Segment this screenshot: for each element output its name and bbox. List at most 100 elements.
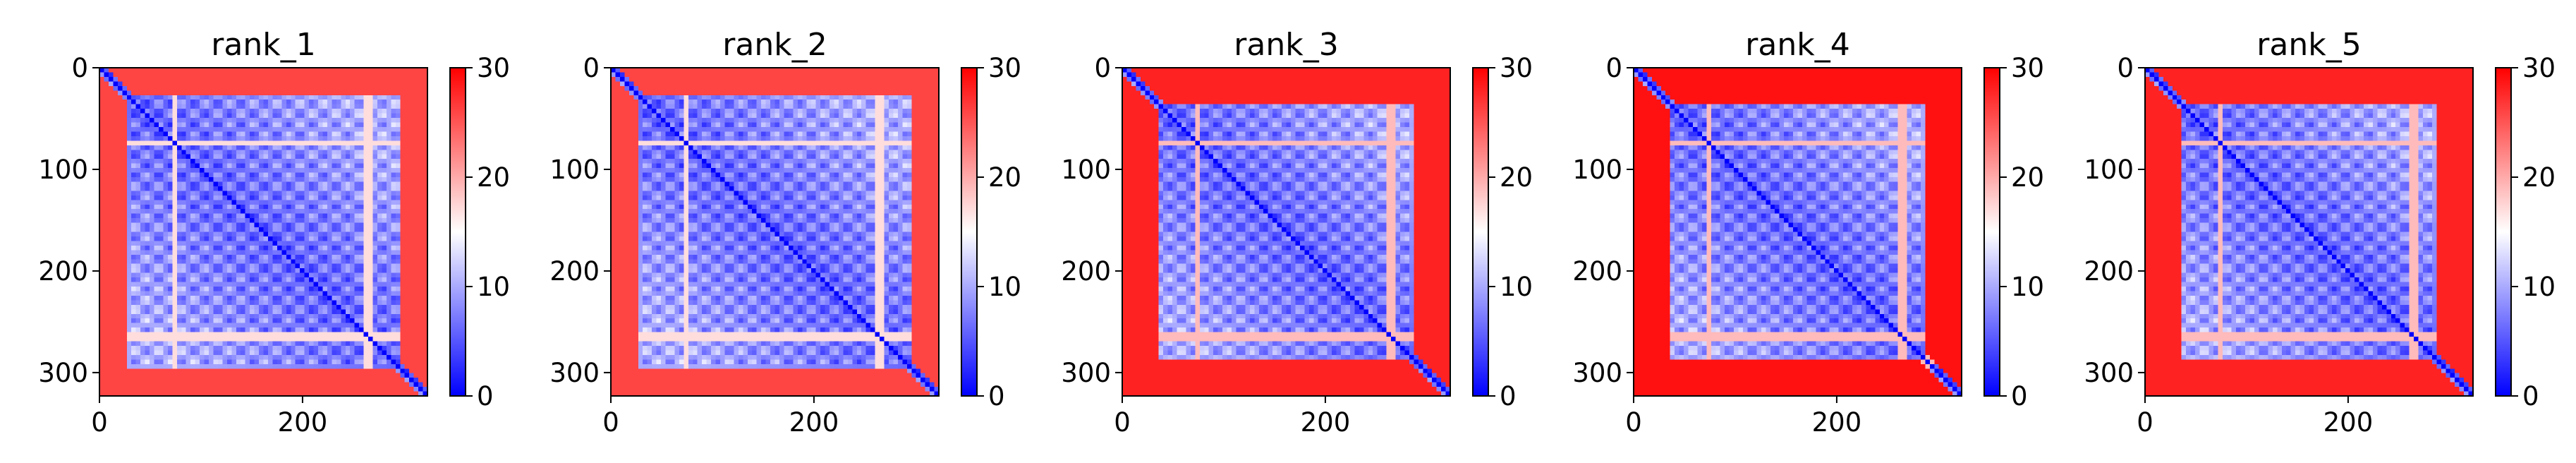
heatmap-cell: [272, 172, 278, 178]
heatmap-cell: [313, 195, 319, 200]
heatmap-cell: [295, 68, 300, 73]
heatmap-cell: [122, 76, 128, 82]
heatmap-cell: [131, 341, 137, 347]
heatmap-cell: [350, 136, 356, 141]
heatmap-cell: [345, 227, 351, 233]
heatmap-cell: [318, 222, 324, 228]
heatmap-cell: [263, 363, 269, 369]
heatmap-cell: [195, 309, 200, 315]
heatmap-cell: [281, 254, 287, 260]
heatmap-cell: [245, 122, 250, 128]
heatmap-cell: [327, 227, 332, 233]
heatmap-cell: [140, 354, 146, 360]
heatmap-cell: [250, 204, 255, 210]
heatmap-cell: [354, 131, 360, 137]
heatmap-cell: [135, 259, 141, 265]
heatmap-cell: [404, 378, 410, 383]
heatmap-cell: [122, 72, 128, 78]
heatmap-cell: [350, 227, 356, 233]
heatmap-cell: [359, 341, 365, 347]
heatmap-cell: [409, 363, 415, 369]
heatmap-cell: [254, 213, 260, 219]
heatmap-cell: [336, 209, 341, 215]
heatmap-cell: [222, 350, 228, 356]
heatmap-cell: [322, 259, 328, 265]
heatmap-cell: [254, 263, 260, 269]
heatmap-cell: [113, 118, 119, 124]
heatmap-cell: [377, 272, 383, 278]
heatmap-cell: [176, 85, 182, 91]
heatmap-cell: [359, 259, 365, 265]
heatmap-cell: [272, 222, 278, 228]
heatmap-cell: [150, 104, 155, 109]
heatmap-cell: [336, 195, 341, 200]
heatmap-cell: [181, 363, 187, 369]
heatmap-cell: [332, 345, 337, 351]
heatmap-cell: [200, 341, 205, 347]
heatmap-cell: [126, 122, 132, 128]
heatmap-cell: [236, 363, 241, 369]
heatmap-cell: [423, 104, 428, 109]
heatmap-cell: [272, 168, 278, 174]
heatmap-cell: [386, 318, 391, 324]
heatmap-cell: [382, 368, 387, 374]
heatmap-cell: [350, 90, 356, 96]
heatmap-cell: [113, 131, 119, 137]
heatmap-cell: [327, 136, 332, 141]
heatmap-cell: [172, 277, 178, 283]
heatmap-cell: [172, 304, 178, 310]
heatmap-cell: [241, 318, 246, 324]
heatmap-cell: [190, 354, 196, 360]
heatmap-cell: [222, 145, 228, 150]
heatmap-cell: [108, 172, 114, 178]
heatmap-cell: [345, 177, 351, 183]
heatmap-cell: [217, 159, 223, 164]
heatmap-cell: [277, 313, 282, 319]
heatmap-cell: [309, 232, 315, 237]
heatmap-cell: [172, 245, 178, 251]
heatmap-cell: [181, 236, 187, 242]
heatmap-cell: [413, 168, 419, 174]
heatmap-cell: [295, 354, 300, 360]
heatmap-cell: [254, 304, 260, 310]
heatmap-cell: [332, 113, 337, 119]
heatmap-cell: [172, 291, 178, 296]
heatmap-cell: [341, 309, 346, 315]
heatmap-cell: [190, 163, 196, 169]
heatmap-cell: [172, 222, 178, 228]
heatmap-cell: [195, 277, 200, 283]
heatmap-cell: [341, 277, 346, 283]
heatmap-cell: [386, 295, 391, 301]
heatmap-cell: [145, 250, 150, 255]
heatmap-cell: [176, 277, 182, 283]
heatmap-cell: [313, 122, 319, 128]
heatmap-cell: [368, 236, 374, 242]
heatmap-cell: [359, 363, 365, 369]
heatmap-cell: [400, 186, 406, 191]
heatmap-cell: [176, 378, 182, 383]
heatmap-cell: [236, 368, 241, 374]
heatmap-cell: [135, 109, 141, 114]
heatmap-cell: [327, 76, 332, 82]
heatmap-cell: [117, 172, 123, 178]
heatmap-cell: [382, 100, 387, 105]
heatmap-cell: [341, 345, 346, 351]
heatmap-cell: [135, 104, 141, 109]
heatmap-cell: [245, 168, 250, 174]
heatmap-cell: [259, 177, 265, 183]
heatmap-cell: [377, 291, 383, 296]
heatmap-cell: [186, 195, 191, 200]
heatmap-cell: [204, 368, 209, 374]
heatmap-cell: [295, 359, 300, 365]
heatmap-cell: [368, 76, 374, 82]
heatmap-cell: [281, 332, 287, 337]
heatmap-cell: [359, 68, 365, 73]
heatmap-cell: [250, 337, 255, 342]
heatmap-cell: [332, 332, 337, 337]
heatmap-cell: [313, 145, 319, 150]
heatmap-cell: [209, 136, 214, 141]
heatmap-cell: [113, 222, 119, 228]
heatmap-cell: [272, 195, 278, 200]
heatmap-cell: [126, 150, 132, 155]
heatmap-cell: [108, 304, 114, 310]
